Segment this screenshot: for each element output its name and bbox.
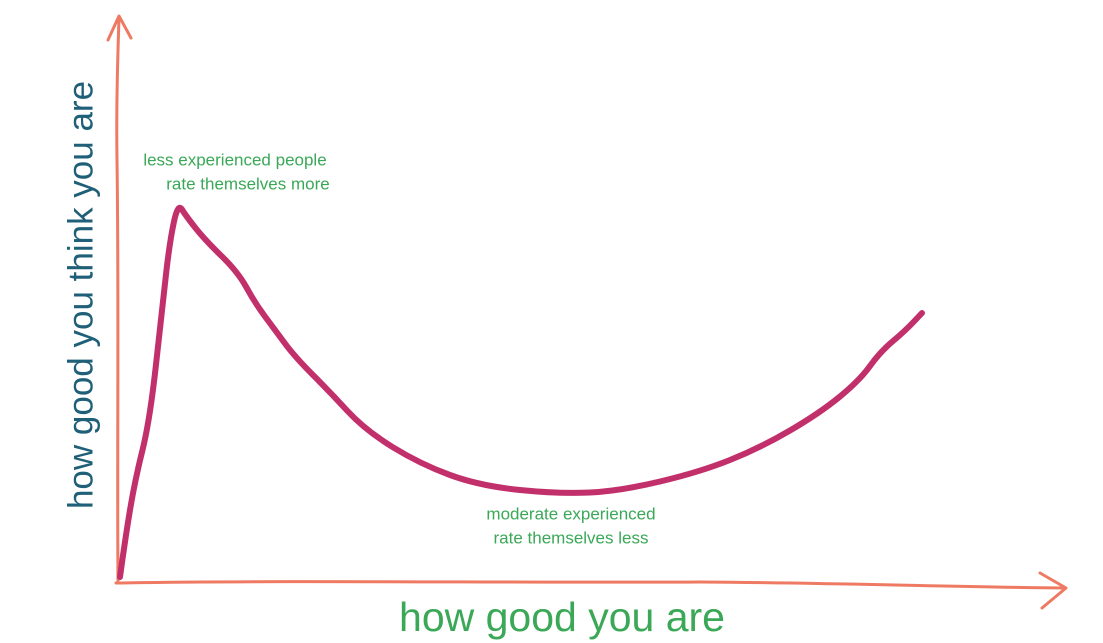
confidence-curve bbox=[117, 204, 925, 580]
x-axis-arrow bbox=[1038, 571, 1068, 610]
y-axis bbox=[115, 16, 121, 585]
annotation-line: moderate experienced bbox=[486, 504, 655, 523]
y-axis-label: how good you think you are bbox=[61, 81, 100, 509]
y-axis-arrow bbox=[106, 14, 133, 42]
x-axis bbox=[114, 580, 1066, 590]
annotation-line: rate themselves less bbox=[494, 528, 649, 547]
annotation-line: less experienced people bbox=[143, 150, 326, 169]
annotation-line: rate themselves more bbox=[166, 174, 329, 193]
x-axis-label: how good you are bbox=[399, 594, 725, 640]
axes bbox=[106, 14, 1068, 610]
